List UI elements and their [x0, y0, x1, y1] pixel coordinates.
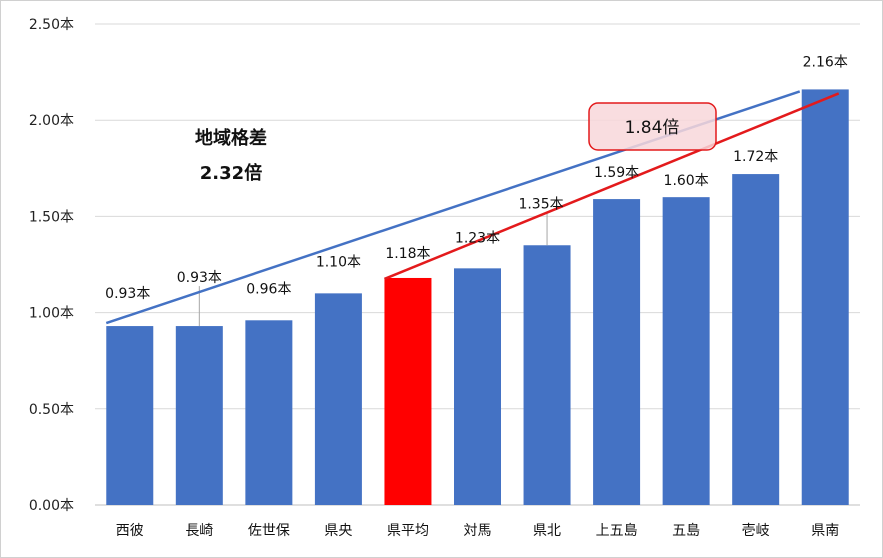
x-category-label: 西彼 — [116, 523, 144, 539]
data-label: 0.93本 — [177, 270, 222, 286]
x-category-label: 壱岐 — [742, 522, 770, 539]
data-label: 1.18本 — [385, 246, 430, 262]
data-label: 1.10本 — [316, 254, 361, 270]
annotation-ratio: 2.32倍 — [200, 162, 262, 184]
x-category-label: 対馬 — [464, 523, 492, 539]
x-category-label: 上五島 — [596, 523, 638, 539]
x-category-label: 五島 — [672, 523, 700, 539]
y-tick-label: 2.00本 — [29, 113, 74, 129]
y-tick-label: 2.50本 — [29, 17, 74, 33]
annotation-title: 地域格差 — [195, 127, 267, 149]
x-category-label: 長崎 — [185, 523, 213, 539]
x-category-label: 県北 — [533, 523, 561, 539]
bars — [106, 89, 849, 506]
bar — [732, 174, 780, 505]
data-label: 1.72本 — [733, 149, 778, 165]
bar — [593, 199, 641, 506]
x-category-label: 佐世保 — [248, 523, 290, 539]
y-tick-label: 0.50本 — [29, 402, 74, 418]
bar — [801, 89, 849, 505]
y-tick-label: 1.50本 — [29, 209, 74, 225]
callout-text: 1.84倍 — [625, 118, 680, 138]
x-category-label: 県央 — [324, 523, 352, 539]
data-label: 2.16本 — [803, 54, 848, 70]
y-tick-label: 0.00本 — [29, 498, 74, 514]
data-label: 0.93本 — [105, 286, 150, 302]
red-trend-line — [383, 92, 840, 281]
x-axis-categories: 西彼 長崎 佐世保 県央 県平均 対馬 県北 上五島 五島 壱岐 県南 — [116, 522, 839, 539]
bar — [314, 293, 362, 505]
callout-box — [588, 102, 717, 151]
bar — [175, 326, 223, 505]
y-tick-label: 1.00本 — [29, 306, 74, 322]
bar — [523, 245, 571, 505]
data-label: 1.60本 — [664, 173, 709, 189]
data-label: 1.23本 — [455, 230, 500, 246]
bar — [662, 197, 710, 505]
bar — [384, 277, 432, 505]
data-label: 0.96本 — [246, 281, 291, 297]
data-label: 1.35本 — [518, 196, 563, 212]
data-labels: 0.93本 0.93本 0.96本 1.10本 1.18本 1.23本 1.35本 1.59本… — [105, 54, 848, 302]
x-category-label: 県南 — [811, 523, 839, 539]
y-axis-ticks: 0.00本 0.50本 1.00本 1.50本 2.00本 2.50本 — [29, 17, 74, 514]
annotations: 地域格差 2.32倍 1.84倍 — [195, 102, 717, 184]
data-label: 1.59本 — [594, 165, 639, 181]
x-category-label: 県平均 — [387, 523, 429, 539]
bar — [106, 326, 154, 505]
bar — [454, 268, 501, 505]
bar — [245, 320, 293, 505]
